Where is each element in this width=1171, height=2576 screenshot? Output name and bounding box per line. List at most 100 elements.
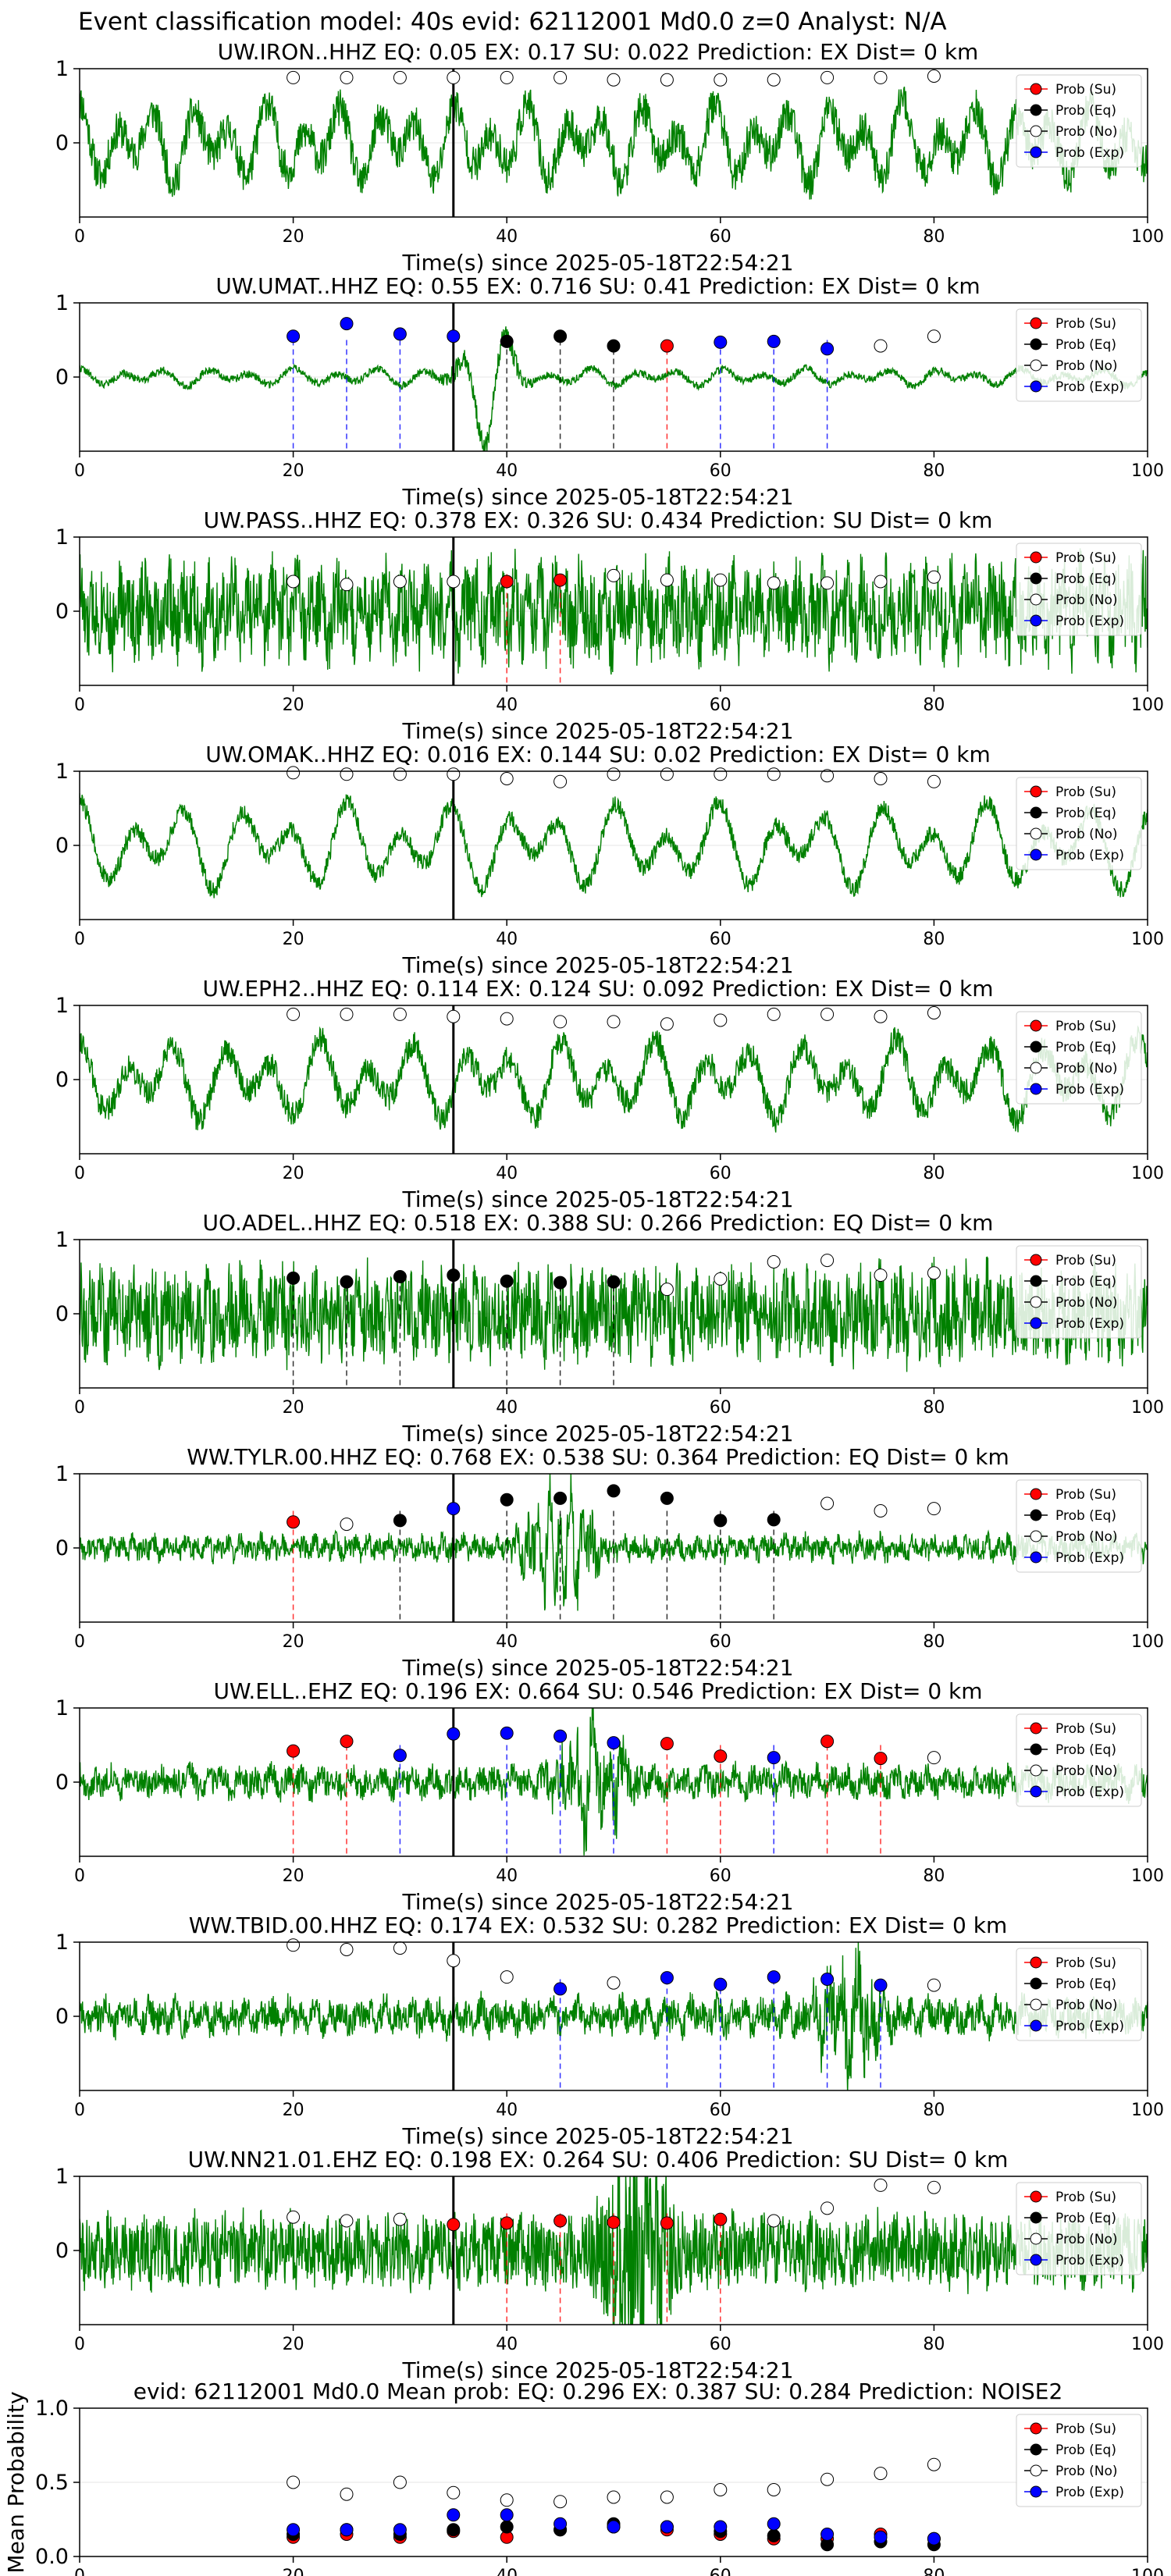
prob-marker-eq bbox=[607, 339, 621, 353]
prob-marker-no bbox=[874, 1009, 888, 1023]
x-axis-label: Time(s) since 2025-05-18T22:54:21 bbox=[401, 1889, 793, 1915]
prob-marker-su bbox=[607, 2215, 621, 2229]
prob-marker-no bbox=[287, 2210, 301, 2224]
prob-marker-no bbox=[287, 70, 301, 84]
mean-prob-marker-eq bbox=[447, 2523, 461, 2537]
prob-marker-exp bbox=[393, 1749, 407, 1763]
legend: Prob (Su) Prob (Eq) Prob (No) Prob (Exp) bbox=[1016, 74, 1142, 168]
prob-marker-no bbox=[874, 2178, 888, 2192]
y-tick-label: 1 bbox=[55, 760, 69, 784]
legend-marker-no bbox=[1030, 2233, 1042, 2245]
x-tick-label: 80 bbox=[923, 1164, 945, 1183]
prob-marker-su bbox=[500, 575, 514, 589]
prob-marker-su bbox=[553, 2214, 568, 2228]
legend-label-exp: Prob (Exp) bbox=[1055, 1316, 1124, 1332]
legend-marker-exp bbox=[1030, 1083, 1042, 1095]
prob-marker-exp bbox=[393, 327, 407, 341]
x-tick-label: 60 bbox=[710, 2335, 731, 2354]
legend-label-no: Prob (No) bbox=[1055, 2232, 1118, 2247]
legend-marker-no bbox=[1030, 1764, 1042, 1777]
x-tick-label: 100 bbox=[1131, 930, 1164, 949]
x-tick-label: 40 bbox=[496, 1866, 518, 1886]
prob-marker-eq bbox=[553, 329, 568, 343]
prob-marker-no bbox=[767, 1007, 781, 1021]
prob-marker-exp bbox=[820, 1973, 835, 1986]
x-tick-label: 40 bbox=[496, 2101, 518, 2120]
legend-label-exp: Prob (Exp) bbox=[1055, 145, 1124, 161]
prob-marker-no bbox=[553, 774, 568, 788]
x-tick-label: 40 bbox=[496, 1164, 518, 1183]
x-axis-label: Time(s) since 2025-05-18T22:54:21 bbox=[401, 484, 793, 510]
x-tick-label: 0 bbox=[74, 227, 85, 247]
waveform-trace bbox=[80, 1025, 1148, 1133]
prob-marker-exp bbox=[767, 1970, 781, 1984]
legend-marker-exp bbox=[1030, 2254, 1042, 2266]
legend-marker-exp bbox=[1030, 849, 1042, 861]
legend-marker-eq bbox=[1030, 104, 1042, 116]
prob-marker-no bbox=[820, 2201, 835, 2215]
x-tick-label: 20 bbox=[283, 2101, 304, 2120]
prob-marker-no bbox=[927, 329, 941, 343]
legend-label-su: Prob (Su) bbox=[1055, 82, 1116, 98]
legend-label-eq: Prob (Eq) bbox=[1055, 1742, 1116, 1758]
prob-marker-su bbox=[500, 2216, 514, 2230]
prob-marker-no bbox=[553, 1015, 568, 1029]
panel-title: WW.TBID.00.HHZ EQ: 0.174 EX: 0.532 SU: 0… bbox=[189, 1912, 1008, 1938]
legend: Prob (Su) Prob (Eq) Prob (No) Prob (Exp) bbox=[1016, 543, 1142, 636]
x-tick-label: 0 bbox=[74, 2335, 85, 2354]
prob-marker-eq bbox=[553, 1276, 568, 1290]
legend-label-no: Prob (No) bbox=[1055, 592, 1118, 608]
x-tick-label: 60 bbox=[710, 2567, 731, 2576]
mean-prob-marker-no bbox=[447, 2485, 461, 2500]
prob-marker-no bbox=[767, 1255, 781, 1268]
x-tick-label: 20 bbox=[283, 2567, 304, 2576]
legend-label-no: Prob (No) bbox=[1055, 124, 1118, 140]
panel-title: WW.TYLR.00.HHZ EQ: 0.768 EX: 0.538 SU: 0… bbox=[187, 1444, 1009, 1470]
x-tick-label: 40 bbox=[496, 2335, 518, 2354]
x-tick-label: 60 bbox=[710, 461, 731, 481]
legend-marker-su bbox=[1030, 785, 1042, 798]
x-tick-label: 100 bbox=[1131, 2335, 1164, 2354]
mean-prob-marker-no bbox=[767, 2483, 781, 2496]
legend-marker-no bbox=[1030, 359, 1042, 372]
legend-marker-su bbox=[1030, 1019, 1042, 1032]
prob-marker-su bbox=[820, 1735, 835, 1749]
prob-marker-eq bbox=[500, 1274, 514, 1288]
legend-label-su: Prob (Su) bbox=[1055, 1955, 1116, 1971]
prob-marker-no bbox=[820, 1254, 835, 1268]
prob-marker-eq bbox=[714, 1514, 728, 1528]
legend-label-su: Prob (Su) bbox=[1055, 1487, 1116, 1503]
prob-marker-no bbox=[340, 1943, 354, 1956]
legend-label-no: Prob (No) bbox=[1055, 827, 1118, 842]
legend-marker-no bbox=[1030, 827, 1042, 840]
y-tick-label: 1 bbox=[55, 994, 69, 1018]
prob-marker-su bbox=[553, 573, 568, 587]
legend-marker-su bbox=[1030, 317, 1042, 329]
waveform-trace bbox=[80, 86, 1148, 200]
y-tick-label: 1 bbox=[55, 1696, 69, 1720]
x-tick-label: 80 bbox=[923, 1632, 945, 1652]
prob-marker-eq bbox=[340, 1275, 354, 1289]
prob-marker-no bbox=[660, 573, 674, 587]
legend-label-su: Prob (Su) bbox=[1055, 2190, 1116, 2205]
legend-label-exp: Prob (Exp) bbox=[1055, 2253, 1124, 2268]
prob-marker-exp bbox=[553, 1982, 568, 1996]
x-tick-label: 0 bbox=[74, 2101, 85, 2120]
prob-marker-no bbox=[607, 1976, 621, 1990]
prob-marker-no bbox=[874, 1504, 888, 1517]
legend-label-eq: Prob (Eq) bbox=[1055, 337, 1116, 353]
x-tick-label: 60 bbox=[710, 930, 731, 949]
legend-label-no: Prob (No) bbox=[1055, 1529, 1118, 1545]
legend: Prob (Su) Prob (Eq) Prob (No) Prob (Exp) bbox=[1016, 2182, 1142, 2275]
prob-marker-no bbox=[927, 774, 941, 788]
legend-marker-no bbox=[1030, 2464, 1042, 2477]
mean-prob-marker-no bbox=[500, 2493, 514, 2507]
legend-label-su: Prob (Su) bbox=[1055, 550, 1116, 566]
x-tick-label: 60 bbox=[710, 1632, 731, 1652]
prob-marker-no bbox=[393, 767, 407, 781]
panel-6: UO.ADEL..HHZ EQ: 0.518 EX: 0.388 SU: 0.2… bbox=[55, 1210, 1164, 1446]
x-tick-label: 100 bbox=[1131, 1866, 1164, 1886]
prob-marker-no bbox=[767, 73, 781, 87]
prob-marker-no bbox=[874, 70, 888, 84]
